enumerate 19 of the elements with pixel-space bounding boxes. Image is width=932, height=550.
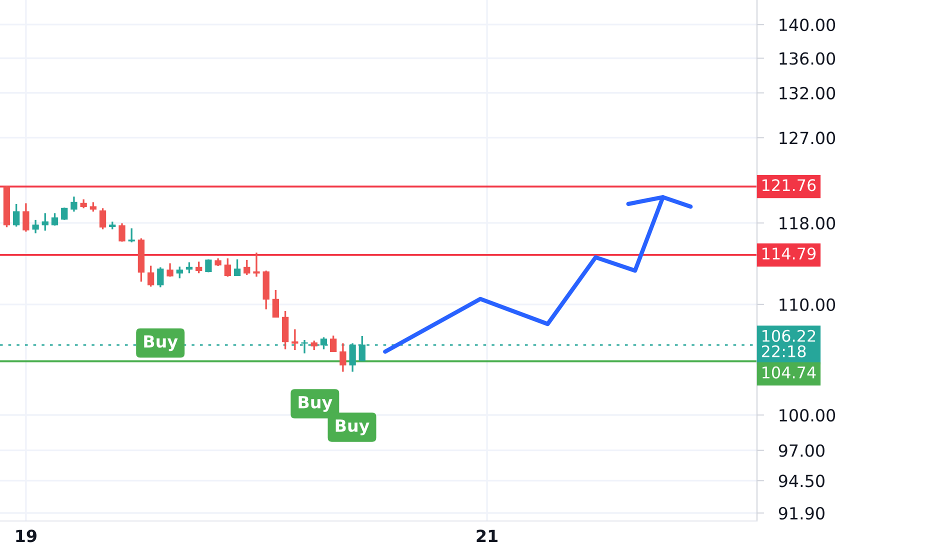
y-tick-label: 132.00 bbox=[780, 86, 836, 100]
y-tick-label: 97.00 bbox=[778, 444, 824, 457]
ref-line-label: 104.74 bbox=[762, 366, 816, 379]
y-tick-label: 94.50 bbox=[778, 474, 824, 488]
y-tick-label: 136.00 bbox=[780, 52, 836, 65]
y-tick-label: 100.00 bbox=[780, 408, 836, 422]
annotation: Buy bbox=[336, 420, 370, 436]
ref-line-label: 114.79 bbox=[762, 248, 816, 260]
x-tick-label: 21 bbox=[476, 530, 498, 542]
x-tick-label: 19 bbox=[16, 530, 36, 542]
y-tick-label: 110.00 bbox=[780, 298, 836, 311]
ref-line-label: 106.22 22:18 bbox=[762, 330, 816, 358]
annotation: Buy bbox=[144, 335, 178, 352]
annotation: Buy bbox=[298, 396, 332, 412]
ref-line-label: 121.76 bbox=[762, 179, 816, 192]
y-tick-label: 118.00 bbox=[780, 216, 836, 230]
y-tick-label: 91.90 bbox=[778, 506, 824, 520]
y-tick-label: 127.00 bbox=[780, 132, 836, 144]
y-tick-label: 140.00 bbox=[780, 18, 836, 32]
